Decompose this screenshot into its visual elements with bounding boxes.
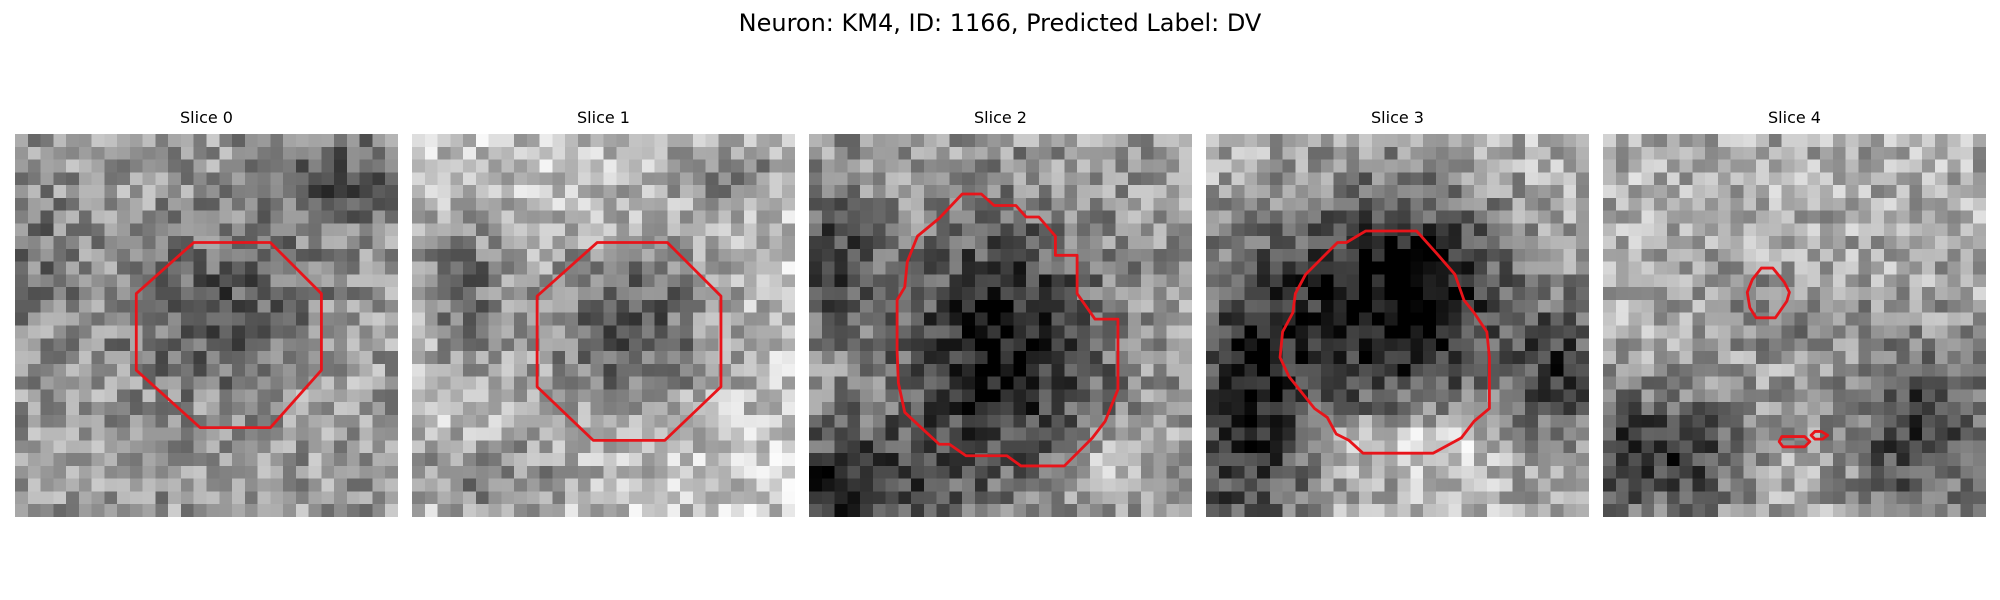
slice-title-1: Slice 1 [577,108,630,127]
slice-title-2: Slice 2 [974,108,1027,127]
slice-4-contour-1 [1809,430,1830,441]
slice-2-contour-0 [895,192,1120,468]
figure-title: Neuron: KM4, ID: 1166, Predicted Label: … [738,9,1262,37]
slice-panel-4: Slice 4 [1603,108,1986,517]
slice-3-contour-0 [1278,229,1491,455]
slice-panel-3: Slice 3 [1206,108,1589,517]
slice-title-3: Slice 3 [1371,108,1424,127]
slice-image-0 [15,134,398,517]
slice-image-3 [1206,134,1589,517]
slice-title-4: Slice 4 [1768,108,1821,127]
slice-image-4 [1603,134,1986,517]
slice-panel-0: Slice 0 [15,108,398,517]
slice-image-1 [412,134,795,517]
slice-0-contour-0 [134,241,323,430]
slice-4-contour-2 [1777,435,1812,449]
slice-panel-2: Slice 2 [809,108,1192,517]
slice-title-0: Slice 0 [180,108,233,127]
slice-panel-1: Slice 1 [412,108,795,517]
slice-1-contour-0 [535,241,723,442]
slice-image-2 [809,134,1192,517]
slice-4-contour-0 [1745,266,1791,320]
